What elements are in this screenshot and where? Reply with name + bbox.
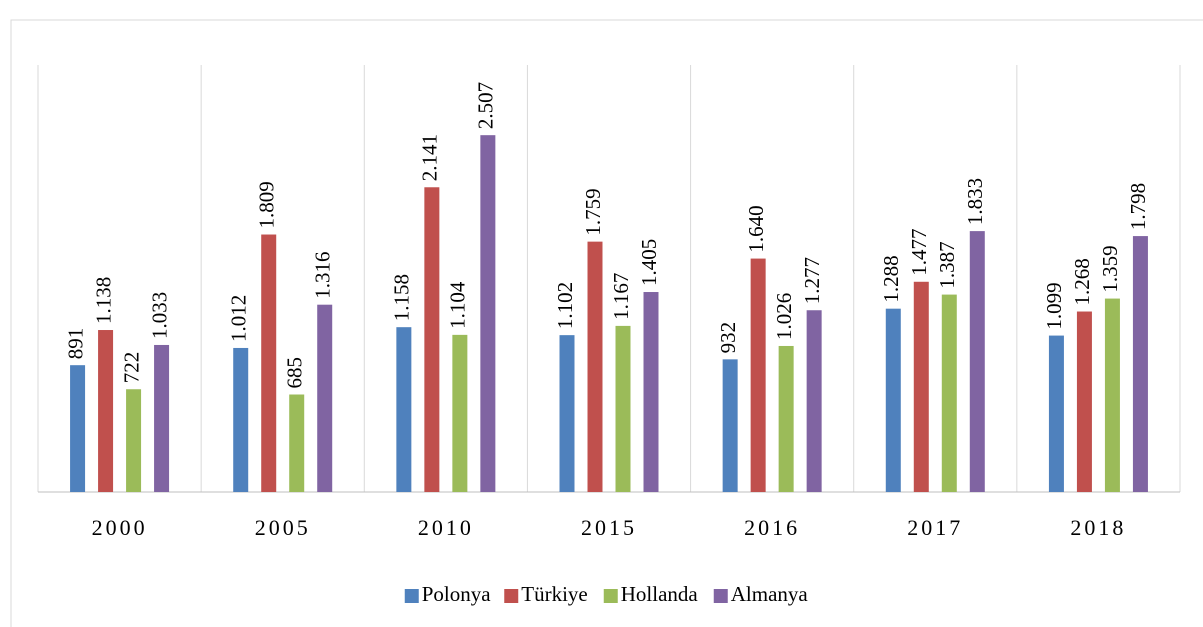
data-label: 1.288: [879, 255, 903, 302]
data-label: 2.141: [418, 134, 442, 181]
data-label: 1.012: [227, 295, 251, 342]
bar: [317, 304, 333, 492]
bar: [154, 344, 170, 492]
bar: [396, 327, 412, 492]
bar: [261, 234, 277, 493]
data-label: 1.809: [255, 181, 279, 228]
legend-swatch: [603, 589, 618, 603]
data-label: 1.268: [1070, 258, 1094, 305]
legend-swatch: [713, 589, 728, 603]
legend-swatch: [404, 589, 419, 603]
data-label: 2.507: [474, 82, 498, 129]
bar: [98, 330, 114, 492]
bar: [1132, 236, 1148, 492]
legend-label: Hollanda: [621, 582, 699, 606]
bar: [643, 292, 659, 492]
x-tick-label: 2016: [744, 515, 800, 540]
data-label: 1.640: [744, 205, 768, 252]
bar: [289, 394, 305, 492]
data-label: 1.104: [446, 281, 470, 329]
data-label: 1.477: [907, 229, 931, 276]
bar: [126, 389, 142, 492]
bar: [1048, 335, 1064, 492]
x-tick-label: 2017: [907, 515, 963, 540]
x-tick-label: 2000: [92, 515, 148, 540]
data-label: 1.759: [581, 188, 605, 235]
bar: [452, 334, 468, 492]
data-label: 1.158: [390, 274, 414, 321]
data-label: 1.405: [637, 239, 661, 286]
bar: [70, 365, 86, 492]
data-label: 1.167: [609, 273, 633, 320]
bar: [969, 231, 985, 492]
bar: [615, 325, 631, 492]
bar: [885, 308, 901, 492]
bar: [778, 345, 794, 492]
bar: [233, 347, 249, 492]
bar: [913, 281, 929, 492]
bar: [480, 135, 496, 492]
bar: [722, 359, 738, 492]
data-label: 1.316: [311, 251, 335, 298]
data-label: 1.138: [91, 277, 115, 324]
data-label: 1.387: [935, 241, 959, 288]
bar: [1104, 298, 1120, 492]
data-label: 1.033: [147, 292, 171, 339]
x-tick-label: 2010: [418, 515, 474, 540]
bar: [750, 258, 766, 492]
bar: [424, 187, 440, 492]
x-tick-label: 2015: [581, 515, 637, 540]
data-label: 1.277: [800, 257, 824, 304]
bar: [941, 294, 957, 492]
data-label: 722: [119, 352, 143, 384]
legend-label: Türkiye: [521, 582, 587, 606]
data-label: 1.026: [772, 293, 796, 340]
frame: [10, 19, 1203, 627]
bar: [1076, 311, 1092, 492]
x-tick-label: 2005: [255, 515, 311, 540]
data-label: 1.833: [963, 178, 987, 225]
x-tick-label: 2018: [1070, 515, 1126, 540]
data-label: 685: [283, 357, 307, 389]
data-label: 1.099: [1042, 282, 1066, 329]
bar: [587, 241, 603, 492]
bar: [806, 310, 822, 492]
legend-swatch: [504, 589, 519, 603]
data-label: 1.798: [1126, 183, 1150, 230]
bar: [559, 335, 575, 492]
legend-label: Almanya: [731, 582, 809, 606]
data-label: 891: [63, 328, 87, 360]
data-label: 932: [716, 322, 740, 354]
data-label: 1.359: [1098, 245, 1122, 292]
data-label: 1.102: [553, 282, 577, 329]
legend-label: Polonya: [422, 582, 492, 606]
